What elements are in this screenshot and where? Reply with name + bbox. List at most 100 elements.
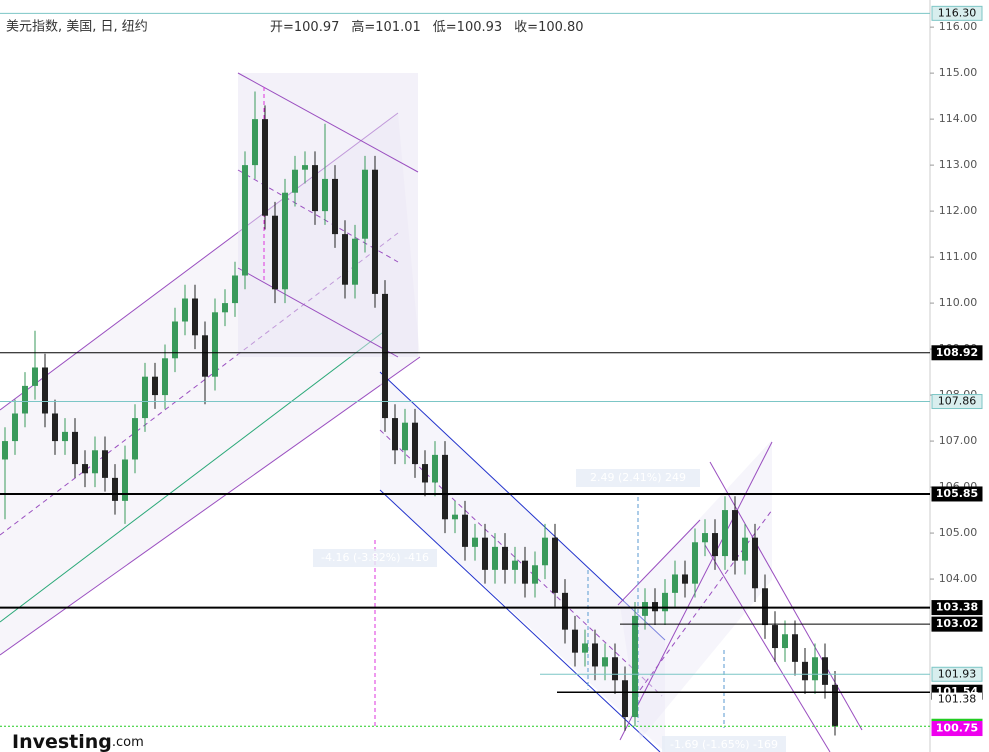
y-tick-label: 111.00 — [939, 250, 978, 263]
candle-body — [742, 537, 748, 561]
candle-body — [712, 533, 718, 557]
price-label: 101.38 — [938, 693, 977, 706]
price-label: 100.75 — [936, 722, 978, 735]
price-label-box — [931, 721, 983, 737]
candle-body — [232, 275, 238, 304]
candle-body — [572, 629, 578, 653]
candle-body — [32, 367, 38, 386]
price-label: 103.38 — [936, 601, 978, 614]
price-label-box — [931, 666, 983, 682]
header-value: 开=100.97 — [270, 20, 339, 35]
drawings — [0, 72, 863, 752]
candle-body — [272, 215, 278, 290]
header-value: 高=101.01 — [351, 19, 420, 35]
candle-body — [482, 537, 488, 570]
channel-line — [617, 519, 701, 606]
candle-body — [462, 514, 468, 547]
header-value: 低=100.93 — [433, 20, 502, 35]
candle-body — [162, 358, 168, 396]
candle-body — [812, 657, 818, 681]
channel-line — [704, 544, 831, 752]
candle-body — [352, 238, 358, 285]
candle-body — [602, 657, 608, 667]
candle-body — [382, 293, 388, 419]
candle-body — [122, 459, 128, 501]
channel-line — [237, 267, 399, 358]
candle-body — [412, 422, 418, 465]
header-bg — [0, 14, 590, 38]
annotation-box — [576, 469, 700, 487]
header-values: 开=100.97 高=101.01 低=100.93 收=100.80 — [270, 19, 584, 35]
candle-body — [472, 537, 478, 547]
candle-body — [102, 450, 108, 478]
candle-body — [22, 385, 28, 414]
candle-body — [82, 464, 88, 474]
annotation: 2.49 (2.41%) 249 — [590, 471, 686, 484]
trend-line — [0, 329, 387, 623]
candle-body — [682, 574, 688, 584]
annotation-box — [662, 736, 786, 752]
candle-body — [502, 546, 508, 570]
candle-body — [302, 165, 308, 170]
candle-body — [582, 643, 588, 653]
channel-line — [0, 356, 421, 656]
candle-body — [672, 574, 678, 593]
candle-body — [92, 450, 98, 474]
candle-body — [802, 661, 808, 681]
candle-body — [112, 477, 118, 501]
candle-body — [832, 684, 838, 727]
chart-title: 美元指数, 美国, 日, 纽约 — [6, 20, 148, 35]
candle-body — [42, 367, 48, 414]
y-tick-label: 104.00 — [939, 572, 978, 585]
price-label-box — [931, 394, 983, 410]
candle-body — [212, 312, 218, 377]
candle-body — [2, 441, 8, 460]
y-tick-label: 112.00 — [939, 204, 978, 217]
candle-body — [282, 192, 288, 290]
candle-body — [542, 537, 548, 566]
candle-body — [612, 657, 618, 681]
candle-body — [402, 422, 408, 451]
y-tick-label: 115.00 — [939, 66, 978, 79]
channel-line — [619, 441, 773, 741]
price-label-box — [931, 5, 983, 21]
candle-body — [732, 510, 738, 561]
y-tick-label: 107.00 — [939, 434, 978, 447]
candle-body — [702, 533, 708, 543]
candle-body — [452, 514, 458, 520]
candle-body — [222, 303, 228, 313]
candle-body — [552, 537, 558, 593]
y-tick-label: 113.00 — [939, 158, 978, 171]
candle-body — [322, 178, 328, 212]
channel-line — [237, 72, 419, 173]
candle-body — [362, 169, 368, 239]
price-label: 101.93 — [938, 667, 977, 680]
candle-body — [722, 510, 728, 557]
logo-name: Investing — [12, 731, 112, 752]
annotation: -4.16 (-3.82%) -416 — [321, 551, 429, 564]
price-label-box — [931, 486, 983, 502]
price-label: 116.30 — [938, 6, 977, 19]
price-label: 108.92 — [936, 346, 978, 359]
candle-body — [822, 657, 828, 685]
candle-body — [72, 431, 78, 465]
candle-body — [662, 592, 668, 612]
candle-body — [792, 634, 798, 662]
y-tick-label: 114.00 — [939, 112, 978, 125]
channel-line — [379, 489, 661, 752]
candle-body — [372, 169, 378, 294]
candle-body — [782, 634, 788, 649]
candle-body — [622, 680, 628, 718]
candle-body — [192, 298, 198, 336]
candle-body — [512, 560, 518, 570]
y-tick-label: 116.00 — [939, 20, 978, 33]
candle-body — [52, 413, 58, 442]
price-label-box — [931, 345, 983, 361]
candle-body — [252, 119, 258, 166]
candle-body — [142, 376, 148, 419]
candle-body — [182, 298, 188, 322]
candle-body — [12, 413, 18, 442]
price-label-box — [931, 616, 983, 632]
candle-body — [532, 565, 538, 584]
y-tick-label: 105.00 — [939, 526, 978, 539]
